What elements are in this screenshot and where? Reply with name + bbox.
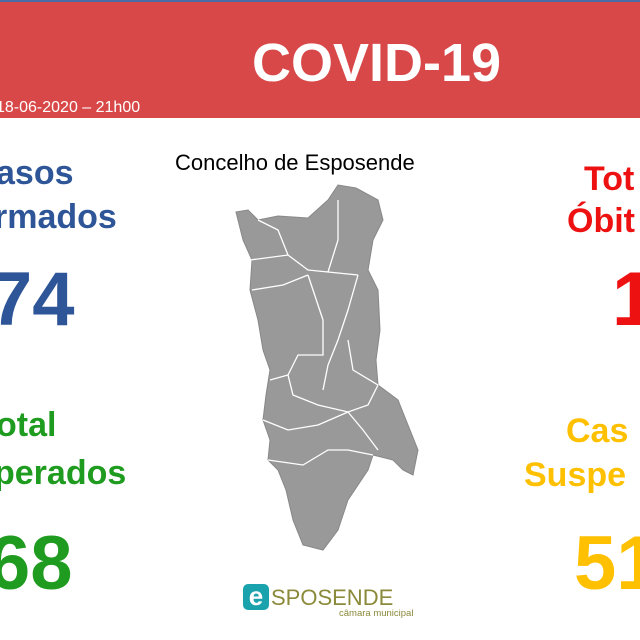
- deaths-label-2: Óbit: [567, 202, 635, 240]
- municipality-map: [235, 184, 419, 551]
- svg-text:SPOSENDE: SPOSENDE: [271, 585, 393, 610]
- recovered-label-1: otal: [0, 406, 57, 444]
- suspected-label-2: Suspe: [524, 456, 627, 494]
- update-date: 18-06-2020 – 21h00: [0, 99, 141, 116]
- map-title: Concelho de Esposende: [175, 150, 415, 175]
- deaths-value: 1: [612, 257, 640, 342]
- confirmed-value: 74: [0, 257, 75, 342]
- svg-text:câmara municipal: câmara municipal: [339, 608, 413, 618]
- confirmed-label-1: asos: [0, 154, 74, 192]
- header-banner: COVID-19 18-06-2020 – 21h00: [0, 0, 640, 118]
- recovered-value: 68: [0, 521, 73, 606]
- suspected-value: 51: [574, 521, 640, 606]
- esposende-logo: e SPOSENDE câmara municipal: [243, 578, 418, 623]
- page-title: COVID-19: [252, 33, 502, 93]
- recovered-label-2: perados: [0, 454, 127, 492]
- suspected-label-1: Cas: [566, 412, 629, 450]
- deaths-label-1: Tot: [584, 160, 635, 198]
- confirmed-label-2: rmados: [0, 198, 117, 236]
- svg-text:e: e: [249, 581, 263, 611]
